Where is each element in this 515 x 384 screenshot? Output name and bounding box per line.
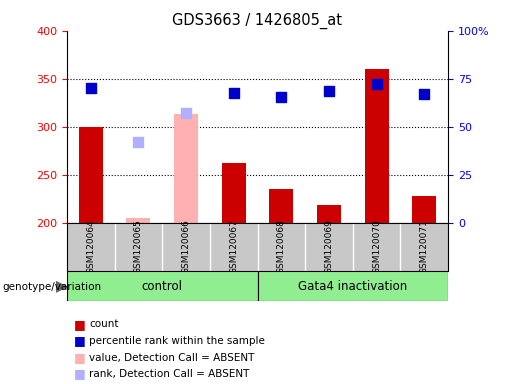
Bar [174, 114, 198, 223]
Bar [258, 271, 448, 301]
Text: GSM120065: GSM120065 [134, 219, 143, 274]
Point [134, 139, 143, 145]
Bar [317, 205, 341, 223]
Point [420, 91, 428, 97]
Text: GSM120067: GSM120067 [229, 219, 238, 274]
Bar [222, 163, 246, 223]
Bar [127, 218, 150, 223]
Point [87, 85, 95, 91]
Text: GSM120064: GSM120064 [87, 219, 95, 274]
Bar [79, 127, 102, 223]
Text: ■: ■ [74, 367, 85, 381]
Text: ■: ■ [74, 351, 85, 364]
Bar [67, 271, 258, 301]
Text: percentile rank within the sample: percentile rank within the sample [89, 336, 265, 346]
Text: GSM120070: GSM120070 [372, 219, 381, 274]
Point [277, 94, 285, 100]
Text: GSM120069: GSM120069 [324, 219, 333, 274]
Bar [413, 196, 436, 223]
Text: value, Detection Call = ABSENT: value, Detection Call = ABSENT [89, 353, 254, 362]
Bar [269, 189, 293, 223]
Text: Gata4 inactivation: Gata4 inactivation [298, 280, 407, 293]
Text: control: control [142, 280, 183, 293]
Text: ■: ■ [74, 334, 85, 348]
Text: count: count [89, 319, 118, 329]
Text: GSM120066: GSM120066 [182, 219, 191, 274]
Point [372, 81, 381, 87]
Polygon shape [56, 281, 67, 292]
Text: GSM120071: GSM120071 [420, 219, 428, 274]
Title: GDS3663 / 1426805_at: GDS3663 / 1426805_at [173, 13, 342, 29]
Text: genotype/variation: genotype/variation [3, 282, 101, 292]
Text: rank, Detection Call = ABSENT: rank, Detection Call = ABSENT [89, 369, 249, 379]
Text: ■: ■ [74, 318, 85, 331]
Point [325, 88, 333, 94]
Text: GSM120068: GSM120068 [277, 219, 286, 274]
Bar [365, 69, 388, 223]
Point [182, 110, 190, 116]
Point [230, 90, 238, 96]
